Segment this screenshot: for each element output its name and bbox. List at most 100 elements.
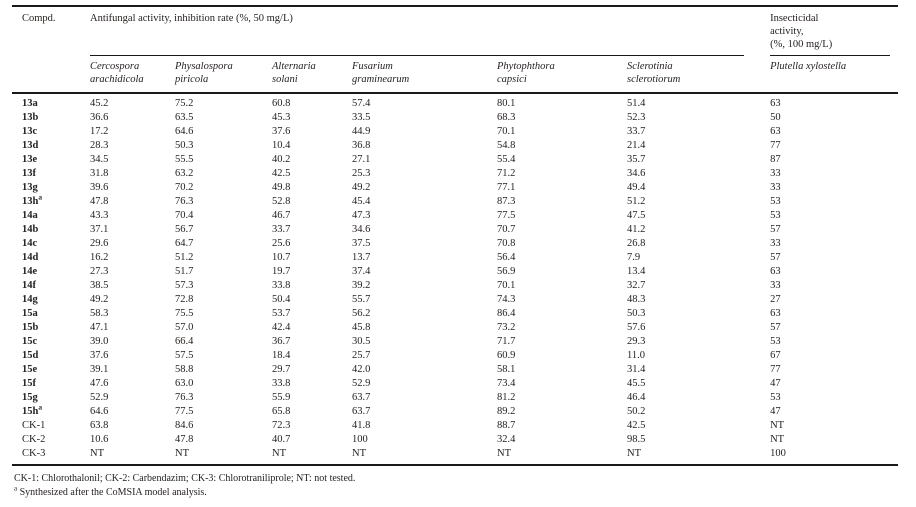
value-cell: 27.3 xyxy=(90,266,109,277)
value-cell: NT xyxy=(272,448,286,459)
compound-cell: 13b xyxy=(22,112,39,123)
value-cell: 47.8 xyxy=(175,434,194,445)
value-cell: 33 xyxy=(770,168,781,179)
value-cell: 46.7 xyxy=(272,210,291,221)
value-cell: 47.1 xyxy=(90,322,109,333)
value-cell: 40.7 xyxy=(272,434,291,445)
compound-cell: 13e xyxy=(22,154,38,165)
compound-cell: 13g xyxy=(22,182,38,193)
value-cell: 25.7 xyxy=(352,350,371,361)
value-cell: NT xyxy=(497,448,511,459)
value-cell: 65.8 xyxy=(272,406,291,417)
value-cell: 77.5 xyxy=(497,210,516,221)
value-cell: 46.4 xyxy=(627,392,646,403)
value-cell: 100 xyxy=(352,434,368,445)
compound-cell: 13c xyxy=(22,126,38,137)
value-cell: 58.8 xyxy=(175,364,194,375)
value-cell: 72.8 xyxy=(175,294,194,305)
value-cell: 40.2 xyxy=(272,154,291,165)
value-cell: 53 xyxy=(770,336,781,347)
table-row: 15f 47.6 63.0 33.8 52.9 73.4 45.5 47 xyxy=(12,377,898,391)
species-header-row: Cercospora arachidicola Physalospora pir… xyxy=(12,56,899,94)
value-cell: 73.2 xyxy=(497,322,516,333)
value-cell: 55.9 xyxy=(272,392,291,403)
value-cell: 77 xyxy=(770,364,781,375)
value-cell: 51.4 xyxy=(627,98,646,109)
value-cell: 57 xyxy=(770,322,781,333)
value-cell: 76.3 xyxy=(175,392,194,403)
species-header-fusarium: Fusarium graminearum xyxy=(352,56,497,94)
table-body: 13a 45.2 75.2 60.8 57.4 80.1 51.4 63 13b 36.6 63.5… xyxy=(12,93,899,465)
compound-cell: 15e xyxy=(22,364,38,375)
value-cell: 45.5 xyxy=(627,378,646,389)
insecticidal-group-label: Insecticidal activity, (%, 100 mg/L) xyxy=(770,13,833,50)
table-row: 13f 31.8 63.2 42.5 25.3 71.2 34.6 33 xyxy=(12,167,898,181)
value-cell: 49.2 xyxy=(90,294,109,305)
compound-cell: 15d xyxy=(22,350,39,361)
value-cell: 63 xyxy=(770,98,781,109)
value-cell: 77.1 xyxy=(497,182,516,193)
value-cell: 70.4 xyxy=(175,210,194,221)
compound-cell: 14a xyxy=(22,210,38,221)
species-header-alternaria: Alternaria solani xyxy=(272,56,352,94)
value-cell: 13.7 xyxy=(352,252,371,263)
value-cell: 57 xyxy=(770,252,781,263)
value-cell: 57.5 xyxy=(175,350,194,361)
value-cell: 51.2 xyxy=(175,252,194,263)
value-cell: 10.6 xyxy=(90,434,109,445)
value-cell: 41.8 xyxy=(352,420,371,431)
value-cell: 42.4 xyxy=(272,322,291,333)
value-cell: 87.3 xyxy=(497,196,516,207)
value-cell: 31.8 xyxy=(90,168,109,179)
value-cell: 58.1 xyxy=(497,364,516,375)
value-cell: 52.8 xyxy=(272,196,291,207)
value-cell: 33 xyxy=(770,280,781,291)
table-row: 13g 39.6 70.2 49.8 49.2 77.1 49.4 33 xyxy=(12,181,898,195)
table-row: 15ha 64.6 77.5 65.8 63.7 89.2 50.2 47 xyxy=(12,403,898,419)
antifungal-group-header: Antifungal activity, inhibition rate (%,… xyxy=(90,6,770,56)
activity-table: Compd. Antifungal activity, inhibition r… xyxy=(12,5,899,466)
compound-cell: 15g xyxy=(22,392,38,403)
value-cell: 66.4 xyxy=(175,336,194,347)
value-cell: 42.5 xyxy=(272,168,291,179)
value-cell: 56.9 xyxy=(497,266,516,277)
value-cell: 60.9 xyxy=(497,350,516,361)
value-cell: 52.9 xyxy=(352,378,371,389)
value-cell: 70.7 xyxy=(497,224,516,235)
value-cell: 70.2 xyxy=(175,182,194,193)
value-cell: 11.0 xyxy=(627,350,645,361)
value-cell: 37.1 xyxy=(90,224,109,235)
table-row: 14e 27.3 51.7 19.7 37.4 56.9 13.4 63 xyxy=(12,265,898,279)
value-cell: 47.8 xyxy=(90,196,109,207)
value-cell: 33 xyxy=(770,182,781,193)
species-header-plutella: Plutella xylostella xyxy=(770,56,899,94)
compound-cell: 14d xyxy=(22,252,39,263)
species-header-physalospora: Physalospora piricola xyxy=(175,56,272,94)
table-row: 15d 37.6 57.5 18.4 25.7 60.9 11.0 67 xyxy=(12,349,898,363)
compound-cell: 14e xyxy=(22,266,38,277)
value-cell: 54.8 xyxy=(497,140,516,151)
value-cell: 33.8 xyxy=(272,378,291,389)
value-cell: 33.5 xyxy=(352,112,371,123)
value-cell: 73.4 xyxy=(497,378,516,389)
table-header: Compd. Antifungal activity, inhibition r… xyxy=(12,6,899,94)
value-cell: 47.6 xyxy=(90,378,109,389)
compound-cell: 15c xyxy=(22,336,38,347)
value-cell: 84.6 xyxy=(175,420,194,431)
table-row: 14b 37.1 56.7 33.7 34.6 70.7 41.2 57 xyxy=(12,223,898,237)
table-row: 13d 28.3 50.3 10.4 36.8 54.8 21.4 77 xyxy=(12,139,898,153)
table-row: 15g 52.9 76.3 55.9 63.7 81.2 46.4 53 xyxy=(12,391,898,405)
value-cell: 33 xyxy=(770,238,781,249)
compound-cell: 15b xyxy=(22,322,39,333)
table-row: CK-1 63.8 84.6 72.3 41.8 88.7 42.5 NT xyxy=(12,419,898,433)
value-cell: 42.5 xyxy=(627,420,646,431)
value-cell: 98.5 xyxy=(627,434,646,445)
value-cell: 42.0 xyxy=(352,364,371,375)
value-cell: 71.7 xyxy=(497,336,516,347)
table-row: CK-2 10.6 47.8 40.7 100 32.4 98.5 NT xyxy=(12,433,898,447)
value-cell: 57.4 xyxy=(352,98,371,109)
table-row: 14f 38.5 57.3 33.8 39.2 70.1 32.7 33 xyxy=(12,279,898,293)
value-cell: 32.4 xyxy=(497,434,516,445)
value-cell: NT xyxy=(770,420,785,431)
value-cell: 67 xyxy=(770,350,781,361)
